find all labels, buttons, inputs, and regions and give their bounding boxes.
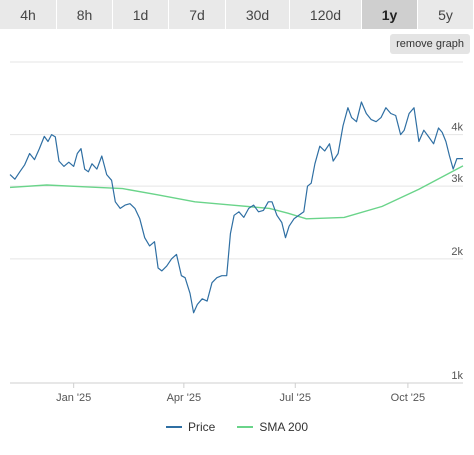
legend-item-price[interactable]: Price xyxy=(165,420,216,434)
legend-label-sma: SMA 200 xyxy=(259,420,309,434)
legend-swatch-price xyxy=(165,426,182,428)
x-tick-label: Jul '25 xyxy=(280,392,311,404)
time-range-selector: 4h 8h 1d 7d 30d 120d 1y 5y xyxy=(0,0,474,30)
series-line-sma-200 xyxy=(9,165,464,220)
range-tab-8h[interactable]: 8h xyxy=(57,0,113,29)
range-tab-4h[interactable]: 4h xyxy=(0,0,57,29)
legend-label-price: Price xyxy=(187,420,216,434)
y-tick-label: 2k xyxy=(451,246,463,258)
range-tab-1y[interactable]: 1y xyxy=(362,0,418,29)
x-tick-label: Apr '25 xyxy=(167,392,202,404)
range-tab-120d[interactable]: 120d xyxy=(290,0,362,29)
y-tick-label: 4k xyxy=(451,122,463,134)
range-tab-5y[interactable]: 5y xyxy=(418,0,474,29)
series-line-price xyxy=(9,101,463,314)
remove-graph-button[interactable]: remove graph xyxy=(390,34,470,54)
x-tick-label: Oct '25 xyxy=(391,392,426,404)
y-tick-label: 1k xyxy=(451,370,463,382)
legend-swatch-sma xyxy=(237,426,254,428)
x-axis: Jan '25 Apr '25 Jul '25 Oct '25 xyxy=(56,383,425,404)
x-tick-label: Jan '25 xyxy=(56,392,91,404)
grid xyxy=(10,61,463,384)
range-tab-30d[interactable]: 30d xyxy=(226,0,290,29)
series-layer xyxy=(9,101,464,314)
range-tab-1d[interactable]: 1d xyxy=(113,0,169,29)
legend-item-sma[interactable]: SMA 200 xyxy=(237,420,308,434)
y-axis: 1k 2k 3k 4k xyxy=(451,122,463,382)
y-tick-label: 3k xyxy=(451,173,463,185)
range-tab-7d[interactable]: 7d xyxy=(169,0,226,29)
chart-legend: Price SMA 200 xyxy=(0,420,474,434)
